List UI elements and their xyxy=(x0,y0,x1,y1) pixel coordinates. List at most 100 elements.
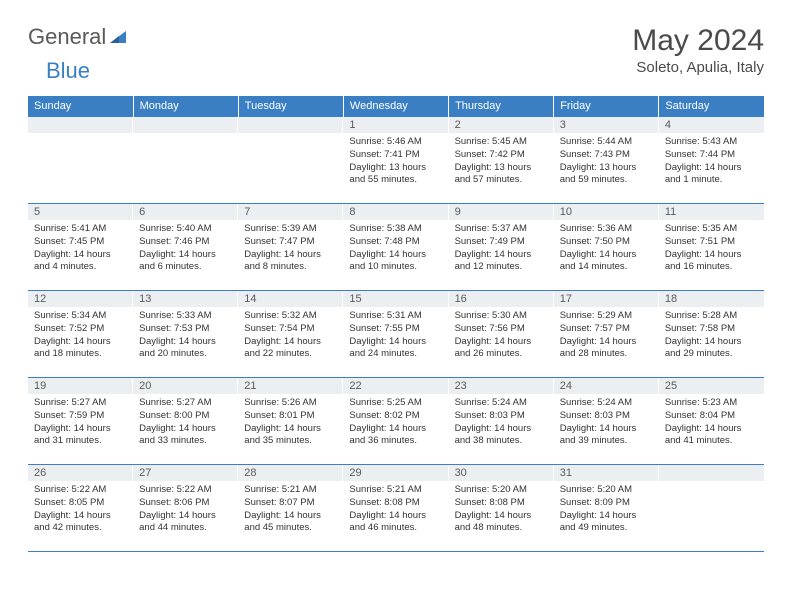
day-details: Sunrise: 5:45 AMSunset: 7:42 PMDaylight:… xyxy=(449,133,554,190)
weekday-header: Friday xyxy=(554,96,659,117)
calendar-cell: 7Sunrise: 5:39 AMSunset: 7:47 PMDaylight… xyxy=(238,204,343,291)
day-details: Sunrise: 5:23 AMSunset: 8:04 PMDaylight:… xyxy=(659,394,764,451)
calendar-cell: 13Sunrise: 5:33 AMSunset: 7:53 PMDayligh… xyxy=(133,291,238,378)
calendar-cell: 14Sunrise: 5:32 AMSunset: 7:54 PMDayligh… xyxy=(238,291,343,378)
day-details: Sunrise: 5:25 AMSunset: 8:02 PMDaylight:… xyxy=(343,394,448,451)
calendar-cell: 24Sunrise: 5:24 AMSunset: 8:03 PMDayligh… xyxy=(554,378,659,465)
day-number: 9 xyxy=(449,204,554,220)
day-number: 29 xyxy=(343,465,448,481)
day-details: Sunrise: 5:20 AMSunset: 8:08 PMDaylight:… xyxy=(449,481,554,538)
triangle-icon xyxy=(108,27,128,47)
calendar-cell: 8Sunrise: 5:38 AMSunset: 7:48 PMDaylight… xyxy=(343,204,448,291)
calendar-cell: 1Sunrise: 5:46 AMSunset: 7:41 PMDaylight… xyxy=(343,117,448,204)
calendar-cell: 17Sunrise: 5:29 AMSunset: 7:57 PMDayligh… xyxy=(554,291,659,378)
day-number: 10 xyxy=(554,204,659,220)
calendar-cell: 5Sunrise: 5:41 AMSunset: 7:45 PMDaylight… xyxy=(28,204,133,291)
calendar-cell: 30Sunrise: 5:20 AMSunset: 8:08 PMDayligh… xyxy=(449,465,554,552)
day-number: 21 xyxy=(238,378,343,394)
day-details: Sunrise: 5:34 AMSunset: 7:52 PMDaylight:… xyxy=(28,307,133,364)
day-number: 26 xyxy=(28,465,133,481)
day-number: 22 xyxy=(343,378,448,394)
day-details: Sunrise: 5:22 AMSunset: 8:06 PMDaylight:… xyxy=(133,481,238,538)
calendar-cell: 21Sunrise: 5:26 AMSunset: 8:01 PMDayligh… xyxy=(238,378,343,465)
calendar-cell: 6Sunrise: 5:40 AMSunset: 7:46 PMDaylight… xyxy=(133,204,238,291)
calendar-cell: 27Sunrise: 5:22 AMSunset: 8:06 PMDayligh… xyxy=(133,465,238,552)
day-details: Sunrise: 5:27 AMSunset: 8:00 PMDaylight:… xyxy=(133,394,238,451)
calendar-cell: 3Sunrise: 5:44 AMSunset: 7:43 PMDaylight… xyxy=(554,117,659,204)
calendar-row: 1Sunrise: 5:46 AMSunset: 7:41 PMDaylight… xyxy=(28,117,764,204)
day-details: Sunrise: 5:35 AMSunset: 7:51 PMDaylight:… xyxy=(659,220,764,277)
day-details: Sunrise: 5:24 AMSunset: 8:03 PMDaylight:… xyxy=(554,394,659,451)
calendar-cell: 11Sunrise: 5:35 AMSunset: 7:51 PMDayligh… xyxy=(659,204,764,291)
day-details: Sunrise: 5:40 AMSunset: 7:46 PMDaylight:… xyxy=(133,220,238,277)
day-details: Sunrise: 5:44 AMSunset: 7:43 PMDaylight:… xyxy=(554,133,659,190)
day-number: 12 xyxy=(28,291,133,307)
calendar-cell: 2Sunrise: 5:45 AMSunset: 7:42 PMDaylight… xyxy=(449,117,554,204)
day-details: Sunrise: 5:33 AMSunset: 7:53 PMDaylight:… xyxy=(133,307,238,364)
logo-text-1: General xyxy=(28,24,106,50)
day-number: 15 xyxy=(343,291,448,307)
day-details: Sunrise: 5:22 AMSunset: 8:05 PMDaylight:… xyxy=(28,481,133,538)
day-details: Sunrise: 5:28 AMSunset: 7:58 PMDaylight:… xyxy=(659,307,764,364)
day-number: 23 xyxy=(449,378,554,394)
day-number: 8 xyxy=(343,204,448,220)
day-number: 4 xyxy=(659,117,764,133)
logo-text-2: Blue xyxy=(46,58,90,83)
calendar-cell: 9Sunrise: 5:37 AMSunset: 7:49 PMDaylight… xyxy=(449,204,554,291)
calendar-cell xyxy=(28,117,133,204)
day-number: 17 xyxy=(554,291,659,307)
calendar-row: 5Sunrise: 5:41 AMSunset: 7:45 PMDaylight… xyxy=(28,204,764,291)
day-number xyxy=(133,117,238,133)
calendar-cell: 25Sunrise: 5:23 AMSunset: 8:04 PMDayligh… xyxy=(659,378,764,465)
calendar-cell: 15Sunrise: 5:31 AMSunset: 7:55 PMDayligh… xyxy=(343,291,448,378)
day-details: Sunrise: 5:27 AMSunset: 7:59 PMDaylight:… xyxy=(28,394,133,451)
day-number: 13 xyxy=(133,291,238,307)
day-number: 24 xyxy=(554,378,659,394)
day-number: 30 xyxy=(449,465,554,481)
bottom-rule xyxy=(28,551,764,552)
weekday-header: Wednesday xyxy=(343,96,448,117)
calendar-table: Sunday Monday Tuesday Wednesday Thursday… xyxy=(28,96,764,551)
day-details: Sunrise: 5:20 AMSunset: 8:09 PMDaylight:… xyxy=(554,481,659,538)
day-number: 5 xyxy=(28,204,133,220)
calendar-cell xyxy=(238,117,343,204)
calendar-cell: 12Sunrise: 5:34 AMSunset: 7:52 PMDayligh… xyxy=(28,291,133,378)
day-details: Sunrise: 5:32 AMSunset: 7:54 PMDaylight:… xyxy=(238,307,343,364)
day-details: Sunrise: 5:46 AMSunset: 7:41 PMDaylight:… xyxy=(343,133,448,190)
day-number: 14 xyxy=(238,291,343,307)
day-number: 19 xyxy=(28,378,133,394)
day-number: 20 xyxy=(133,378,238,394)
weekday-header: Tuesday xyxy=(238,96,343,117)
weekday-header: Sunday xyxy=(28,96,133,117)
logo: General xyxy=(28,24,130,50)
day-number: 11 xyxy=(659,204,764,220)
weekday-header: Monday xyxy=(133,96,238,117)
day-number: 7 xyxy=(238,204,343,220)
calendar-cell: 20Sunrise: 5:27 AMSunset: 8:00 PMDayligh… xyxy=(133,378,238,465)
day-number: 25 xyxy=(659,378,764,394)
day-number: 2 xyxy=(449,117,554,133)
day-number xyxy=(659,465,764,481)
month-title: May 2024 xyxy=(632,24,764,57)
day-number: 31 xyxy=(554,465,659,481)
day-details: Sunrise: 5:24 AMSunset: 8:03 PMDaylight:… xyxy=(449,394,554,451)
day-details: Sunrise: 5:41 AMSunset: 7:45 PMDaylight:… xyxy=(28,220,133,277)
day-number: 1 xyxy=(343,117,448,133)
day-number: 6 xyxy=(133,204,238,220)
calendar-cell xyxy=(659,465,764,552)
calendar-row: 12Sunrise: 5:34 AMSunset: 7:52 PMDayligh… xyxy=(28,291,764,378)
day-details: Sunrise: 5:38 AMSunset: 7:48 PMDaylight:… xyxy=(343,220,448,277)
weekday-header: Saturday xyxy=(659,96,764,117)
calendar-cell: 22Sunrise: 5:25 AMSunset: 8:02 PMDayligh… xyxy=(343,378,448,465)
calendar-cell: 10Sunrise: 5:36 AMSunset: 7:50 PMDayligh… xyxy=(554,204,659,291)
calendar-cell: 16Sunrise: 5:30 AMSunset: 7:56 PMDayligh… xyxy=(449,291,554,378)
calendar-cell: 19Sunrise: 5:27 AMSunset: 7:59 PMDayligh… xyxy=(28,378,133,465)
day-number: 28 xyxy=(238,465,343,481)
calendar-cell: 18Sunrise: 5:28 AMSunset: 7:58 PMDayligh… xyxy=(659,291,764,378)
day-details: Sunrise: 5:31 AMSunset: 7:55 PMDaylight:… xyxy=(343,307,448,364)
weekday-header-row: Sunday Monday Tuesday Wednesday Thursday… xyxy=(28,96,764,117)
day-number: 3 xyxy=(554,117,659,133)
day-details: Sunrise: 5:30 AMSunset: 7:56 PMDaylight:… xyxy=(449,307,554,364)
calendar-page: General May 2024 Soleto, Apulia, Italy B… xyxy=(0,0,792,576)
weekday-header: Thursday xyxy=(449,96,554,117)
